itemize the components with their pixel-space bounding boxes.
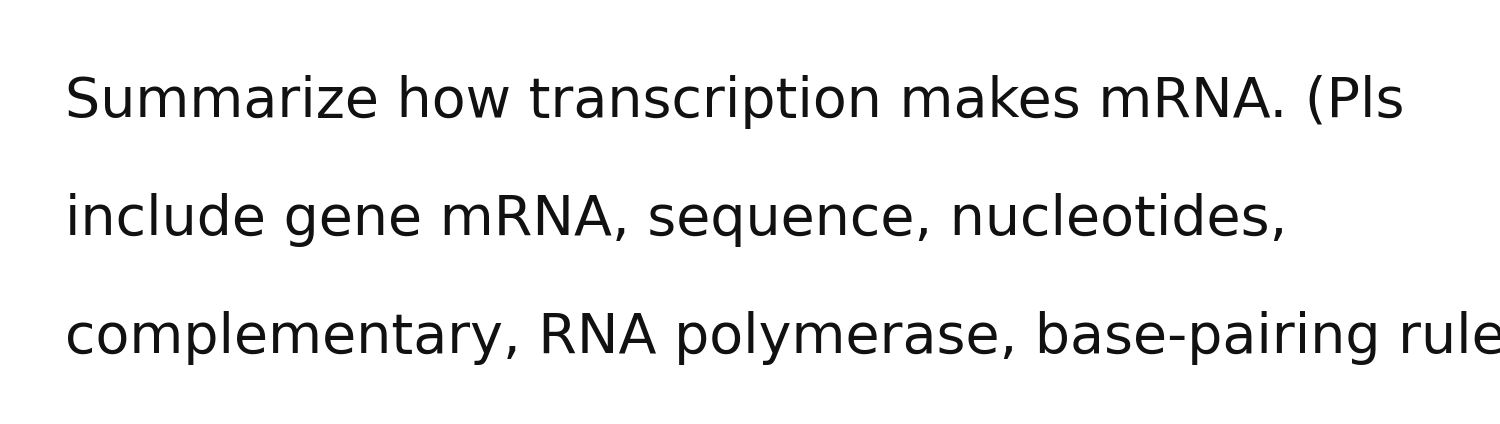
Text: Summarize how transcription makes mRNA. (Pls: Summarize how transcription makes mRNA. …: [64, 75, 1404, 129]
Text: include gene mRNA, sequence, nucleotides,: include gene mRNA, sequence, nucleotides…: [64, 193, 1287, 247]
Text: complementary, RNA polymerase, base-pairing rules: complementary, RNA polymerase, base-pair…: [64, 311, 1500, 365]
